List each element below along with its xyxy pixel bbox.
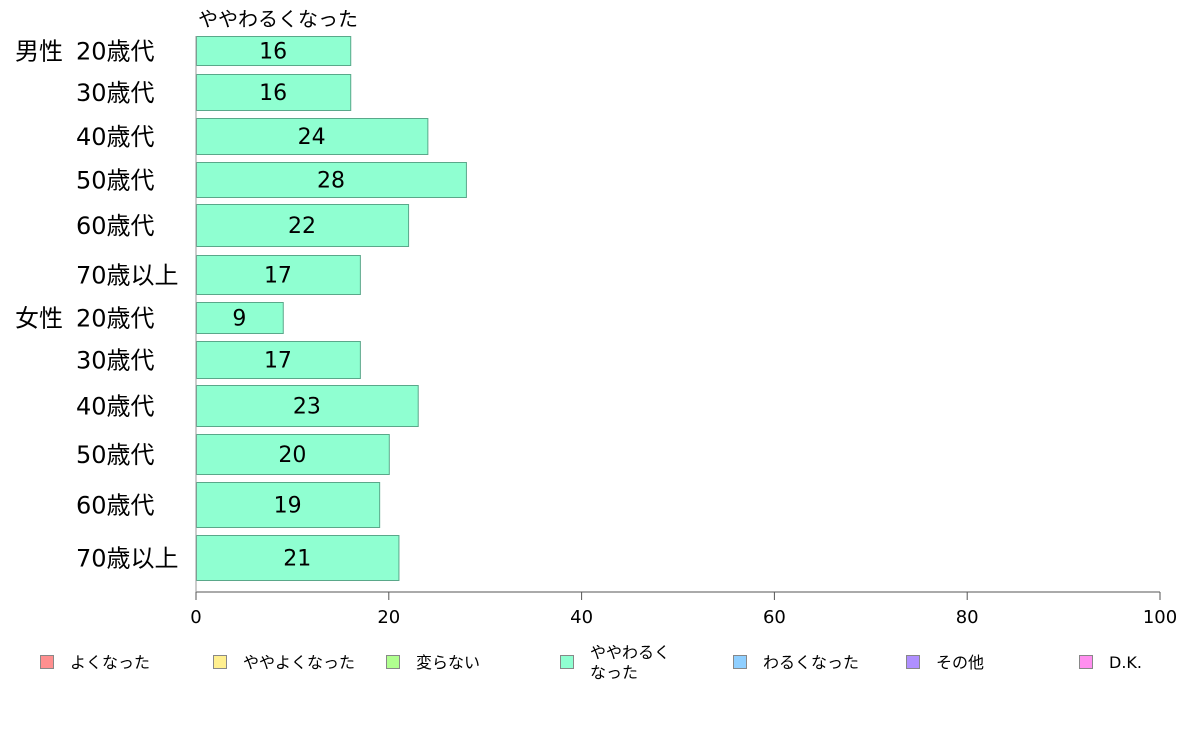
bar-value-label: 20	[278, 443, 306, 468]
bar-value-label: 16	[259, 81, 287, 106]
category-label: 40歳代	[76, 123, 155, 151]
legend-label: その他	[936, 653, 984, 672]
bar	[196, 36, 352, 66]
bar-value-label: 22	[288, 214, 316, 239]
series-title: ややわるくなった	[198, 7, 358, 31]
legend-swatch	[1079, 655, 1093, 669]
x-axis: 0 20 40 60 80 100	[190, 36, 1177, 628]
category-label: 60歳代	[76, 212, 155, 240]
bar-value-label: 21	[283, 547, 311, 572]
legend-swatch	[906, 655, 920, 669]
x-tick-label: 40	[570, 607, 593, 628]
x-tick-label: 100	[1143, 607, 1177, 628]
category-label: 50歳代	[76, 441, 155, 469]
category-label: 30歳代	[76, 347, 155, 375]
bar-value-label: 9	[232, 307, 246, 332]
category-label: 40歳代	[76, 393, 155, 421]
legend-swatch	[386, 655, 400, 669]
bar-value-label: 23	[293, 395, 321, 420]
category-label: 50歳代	[76, 167, 155, 195]
category-label: 20歳代	[76, 305, 155, 333]
legend-swatch	[40, 655, 54, 669]
bar	[196, 434, 390, 475]
bar-value-label: 28	[317, 169, 345, 194]
bar	[196, 74, 352, 111]
bar	[196, 204, 410, 247]
legend-swatch	[213, 655, 227, 669]
x-tick-label: 20	[377, 607, 400, 628]
legend-label: 変らない	[416, 653, 480, 672]
legend-label: よくなった	[70, 653, 150, 672]
legend-swatch	[733, 655, 747, 669]
bar	[196, 535, 400, 581]
bar-value-label: 17	[264, 349, 292, 374]
bar	[196, 118, 429, 155]
x-tick-label: 80	[956, 607, 979, 628]
category-label: 60歳代	[76, 492, 155, 520]
legend-label: ややわるくなった	[590, 643, 670, 682]
group-label: 女性	[15, 305, 63, 333]
bar-value-label: 24	[298, 125, 326, 150]
legend-swatch	[560, 655, 574, 669]
bar	[196, 162, 467, 198]
x-tick-label: 0	[190, 607, 201, 628]
legend-label: ややよくなった	[243, 653, 355, 672]
x-tick-label: 60	[763, 607, 786, 628]
bar-value-label: 17	[264, 264, 292, 289]
category-label: 70歳以上	[76, 545, 179, 573]
bar-value-label: 16	[259, 40, 287, 65]
bar	[196, 302, 284, 334]
category-label: 30歳代	[76, 79, 155, 107]
category-label: 70歳以上	[76, 262, 179, 290]
legend: よくなった ややよくなった 変らない ややわるくなった わるくなった その他 D.K.	[40, 643, 1142, 682]
bar-value-label: 19	[274, 494, 302, 519]
category-label: 20歳代	[76, 38, 155, 66]
group-label: 男性	[15, 38, 63, 66]
legend-label: わるくなった	[763, 653, 859, 672]
legend-label: D.K.	[1109, 653, 1142, 672]
bar	[196, 482, 381, 528]
category-labels: 20歳代 30歳代 40歳代 50歳代 60歳代 70歳以上 20歳代 30歳代 40歳代 50歳…	[76, 38, 179, 573]
